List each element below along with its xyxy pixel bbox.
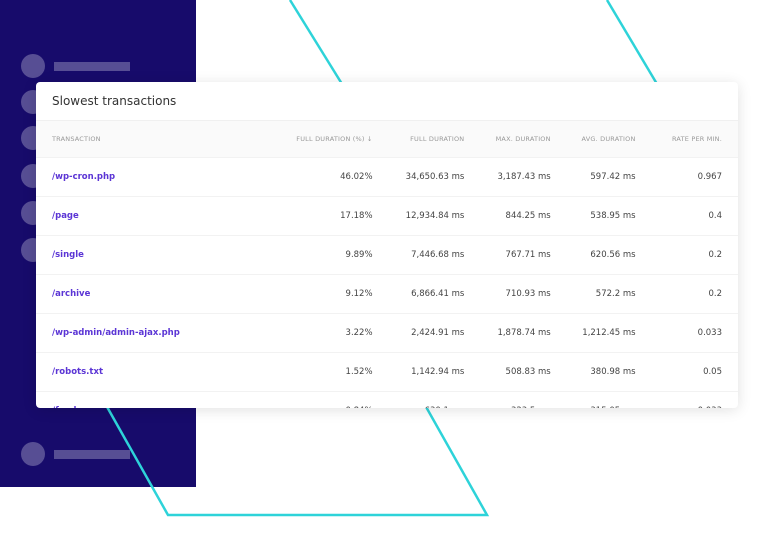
table-cell: 17.18%	[255, 196, 374, 236]
table-cell: 1.52%	[255, 352, 374, 392]
table-cell: 0.2	[636, 274, 738, 314]
table-row: /feed0.84%630.1 ms323.5 ms315.05 ms0.033	[36, 391, 738, 408]
table-cell: 9.89%	[255, 235, 374, 275]
transaction-link[interactable]: /page	[36, 196, 256, 236]
column-header[interactable]: RATE PER MIN.	[636, 121, 738, 158]
slowest-transactions-card: Slowest transactions TRANSACTION FULL DUR…	[36, 82, 738, 408]
table-cell: 597.42 ms	[551, 157, 637, 197]
placeholder-avatar	[21, 442, 45, 466]
table-cell: 0.2	[636, 235, 738, 275]
transaction-link[interactable]: /wp-cron.php	[36, 157, 256, 197]
column-header[interactable]: FULL DURATION	[373, 121, 466, 158]
transaction-link[interactable]: /robots.txt	[36, 352, 256, 392]
table-cell: 0.033	[636, 313, 738, 353]
table-row: /robots.txt 1.52% 1,142.94 ms 508.83 ms 380.…	[36, 352, 738, 392]
table-cell: 0.967	[636, 157, 738, 197]
table-cell: 0.84%	[255, 391, 374, 408]
table-cell: 630.1 ms	[373, 391, 466, 408]
transaction-link[interactable]: /archive	[36, 274, 256, 314]
table-cell: 380.98 ms	[551, 352, 637, 392]
table-cell: 538.95 ms	[551, 196, 637, 236]
table-cell: 12,934.84 ms	[373, 196, 466, 236]
table-cell: 315.05 ms	[551, 391, 637, 408]
table-cell: 0.4	[636, 196, 738, 236]
table-cell: 7,446.68 ms	[373, 235, 466, 275]
column-header[interactable]: TRANSACTION	[36, 121, 256, 158]
table-cell: 1,878.74 ms	[465, 313, 552, 353]
table-cell: 508.83 ms	[465, 352, 552, 392]
table-cell: 46.02%	[255, 157, 374, 197]
table-cell: 9.12%	[255, 274, 374, 314]
table-cell: 1,212.45 ms	[551, 313, 637, 353]
table-cell: 844.25 ms	[465, 196, 552, 236]
column-header[interactable]: AVG. DURATION	[551, 121, 637, 158]
transaction-link[interactable]: /wp-admin/admin-ajax.php	[36, 313, 256, 353]
transaction-link[interactable]: /feed	[36, 391, 256, 408]
transaction-link[interactable]: /single	[36, 235, 256, 275]
column-header[interactable]: MAX. DURATION	[465, 121, 552, 158]
column-header[interactable]: FULL DURATION (%) ↓	[255, 121, 374, 158]
table-cell: 620.56 ms	[551, 235, 637, 275]
table-cell: 0.05	[636, 352, 738, 392]
table-row: /single 9.89% 7,446.68 ms 767.71 ms 620.56 m…	[36, 235, 738, 275]
table-cell: 710.93 ms	[465, 274, 552, 314]
table-row: /wp-cron.php 46.02% 34,650.63 ms 3,187.43 m…	[36, 157, 738, 197]
table-row: /wp-admin/admin-ajax.php 3.22% 2,424.91 ms…	[36, 313, 738, 353]
table-row: /archive 9.12% 6,866.41 ms 710.93 ms 572.2 m…	[36, 274, 738, 314]
placeholder-bar	[54, 62, 130, 71]
table-cell: 0.033	[636, 391, 738, 408]
table-cell: 34,650.63 ms	[373, 157, 466, 197]
table-cell: 2,424.91 ms	[373, 313, 466, 353]
transactions-table: TRANSACTION FULL DURATION (%) ↓ FULL DURAT…	[36, 121, 738, 408]
placeholder-bar	[54, 450, 130, 459]
table-cell: 6,866.41 ms	[373, 274, 466, 314]
placeholder-avatar	[21, 54, 45, 78]
table-cell: 767.71 ms	[465, 235, 552, 275]
table-cell: 3.22%	[255, 313, 374, 353]
table-cell: 3,187.43 ms	[465, 157, 552, 197]
card-title: Slowest transactions	[36, 82, 738, 121]
table-cell: 572.2 ms	[551, 274, 637, 314]
table-row: /page 17.18% 12,934.84 ms 844.25 ms 538.95 m…	[36, 196, 738, 236]
table-cell: 323.5 ms	[465, 391, 552, 408]
table-cell: 1,142.94 ms	[373, 352, 466, 392]
